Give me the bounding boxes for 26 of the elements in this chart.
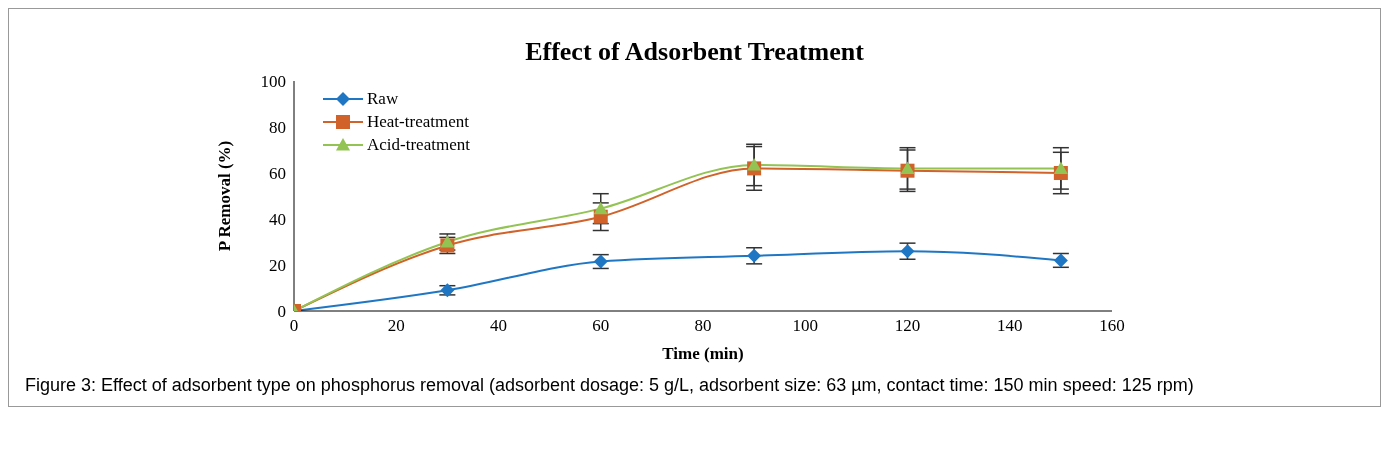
point	[1053, 161, 1068, 174]
y-tick-label: 0	[277, 302, 286, 322]
x-tick-label: 100	[792, 316, 818, 336]
x-axis-title: Time (min)	[662, 344, 744, 363]
legend-label: Heat-treatment	[367, 111, 469, 132]
y-tick-label: 20	[269, 256, 286, 276]
y-tick-label: 100	[260, 72, 286, 92]
y-tick-label: 40	[269, 210, 286, 230]
x-tick-label: 160	[1099, 316, 1125, 336]
point	[900, 161, 915, 174]
point	[593, 201, 608, 215]
legend-label: Acid-treatment	[367, 134, 470, 155]
y-tick-label: 60	[269, 164, 286, 184]
legend-label: Raw	[367, 88, 399, 109]
x-tick-label: 0	[289, 316, 299, 336]
y-axis-title: P Removal (%)	[215, 140, 235, 252]
x-tick-label: 40	[490, 316, 507, 336]
y-tick-label: 80	[269, 118, 286, 138]
x-tick-label: 60	[592, 316, 610, 336]
chart-title: Effect of Adsorbent Treatment	[524, 36, 865, 68]
x-tick-label: 120	[894, 316, 921, 336]
point	[747, 157, 762, 171]
x-tick-label: 80	[694, 316, 712, 336]
caption: Figure 3: Effect of adsorbent type on phosphorus removal (adsorbent dosage: 5 g/L, adsorbent size: 63 µm, contact time: 150 min speed: 125 rpm)	[25, 375, 1195, 396]
x-tick-label: 20	[387, 316, 405, 336]
x-tick-label: 140	[997, 316, 1023, 336]
